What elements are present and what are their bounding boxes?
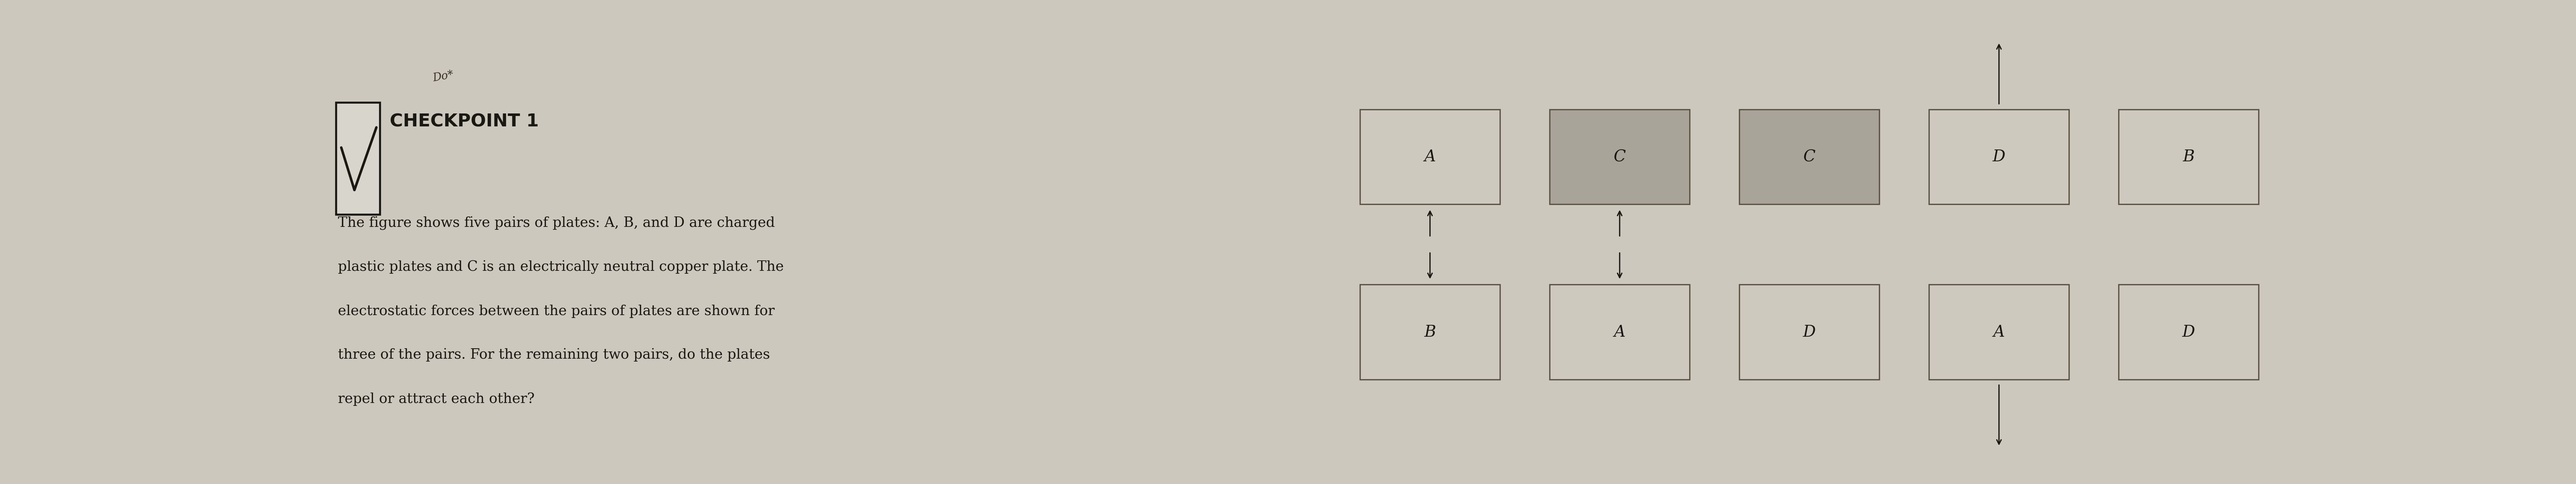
Text: B: B — [1425, 324, 1435, 340]
Text: three of the pairs. For the remaining two pairs, do the plates: three of the pairs. For the remaining tw… — [337, 348, 770, 362]
Text: D: D — [2182, 324, 2195, 340]
Bar — [1551, 285, 1690, 379]
Bar — [1929, 109, 2069, 204]
Bar — [2117, 285, 2259, 379]
Text: A: A — [1994, 324, 2004, 340]
Text: D: D — [1803, 324, 1816, 340]
Text: Do*: Do* — [433, 69, 453, 84]
Bar — [1360, 109, 1499, 204]
Bar — [1929, 285, 2069, 379]
Text: B: B — [2182, 149, 2195, 165]
Text: The figure shows five pairs of plates: A, B, and D are charged: The figure shows five pairs of plates: A… — [337, 216, 775, 230]
Text: CHECKPOINT 1: CHECKPOINT 1 — [389, 113, 538, 130]
Text: plastic plates and C is an electrically neutral copper plate. The: plastic plates and C is an electrically … — [337, 260, 783, 274]
Text: D: D — [1994, 149, 2004, 165]
Text: A: A — [1425, 149, 1435, 165]
Text: C: C — [1803, 149, 1816, 165]
Text: electrostatic forces between the pairs of plates are shown for: electrostatic forces between the pairs o… — [337, 304, 775, 318]
Text: A: A — [1615, 324, 1625, 340]
Bar — [2117, 109, 2259, 204]
Text: repel or attract each other?: repel or attract each other? — [337, 393, 536, 406]
Bar — [1551, 109, 1690, 204]
Bar — [1360, 285, 1499, 379]
Bar — [335, 103, 379, 214]
Bar — [1739, 109, 1878, 204]
Bar — [1739, 285, 1878, 379]
Text: C: C — [1613, 149, 1625, 165]
